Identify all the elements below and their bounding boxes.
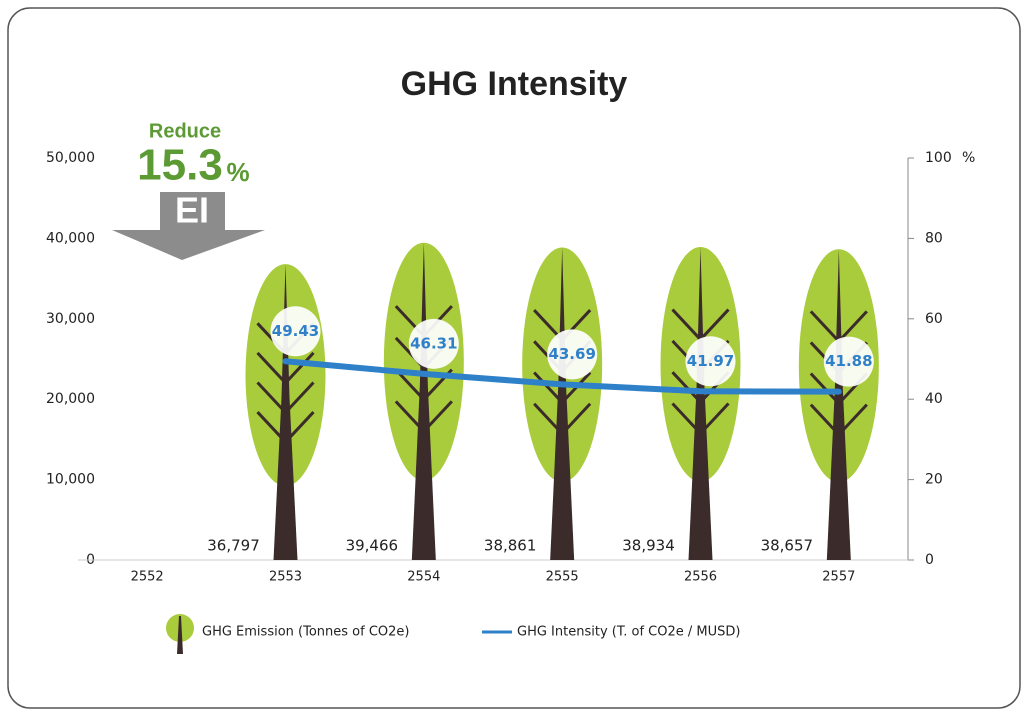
x-tick-label: 2554 [407,570,440,585]
data-label: 39,466 [346,537,399,555]
annotation-unit: % [226,157,249,187]
legend-item: GHG Intensity (T. of CO2e / MUSD) [482,625,740,640]
x-tick-label: 2552 [131,570,164,585]
y-tick-label: 50,000 [46,150,95,166]
chart-title: GHG Intensity [401,65,628,103]
y-tick-label: 40,000 [46,230,95,246]
x-tick-label: 2557 [822,570,855,585]
chart: GHG Intensity Reduce 15.3 % EI 0 10,000 20… [0,0,1029,715]
y2-tick-label: 40 [925,391,943,407]
y-tick-label: 30,000 [46,311,95,327]
data-label: 36,797 [207,537,260,555]
data-label: 38,934 [622,537,675,555]
data-label: 46.31 [410,334,457,352]
y2-tick-label: 100 [925,150,952,166]
y2-tick-label: 20 [925,472,943,488]
y2-unit: % [962,150,975,166]
data-label: 43.69 [548,345,595,363]
data-label: 41.88 [825,352,872,370]
y-tick-label: 10,000 [46,472,95,488]
data-label: 49.43 [272,322,319,340]
data-label: 38,861 [484,537,537,555]
y2-tick-label: 60 [925,311,943,327]
x-tick-label: 2555 [546,570,579,585]
legend-label: GHG Emission (Tonnes of CO2e) [202,625,409,640]
data-label: 38,657 [761,537,814,555]
y2-tick-label: 80 [925,230,943,246]
data-label: 41.97 [687,352,734,370]
x-tick-label: 2553 [269,570,302,585]
annotation-label: EI [175,190,209,231]
y-tick-label: 20,000 [46,391,95,407]
annotation-text: Reduce [149,120,221,142]
annotation-amount: 15.3 [137,141,223,190]
y2-tick-label: 0 [925,552,934,568]
x-tick-label: 2556 [684,570,717,585]
legend-label: GHG Intensity (T. of CO2e / MUSD) [517,625,740,640]
